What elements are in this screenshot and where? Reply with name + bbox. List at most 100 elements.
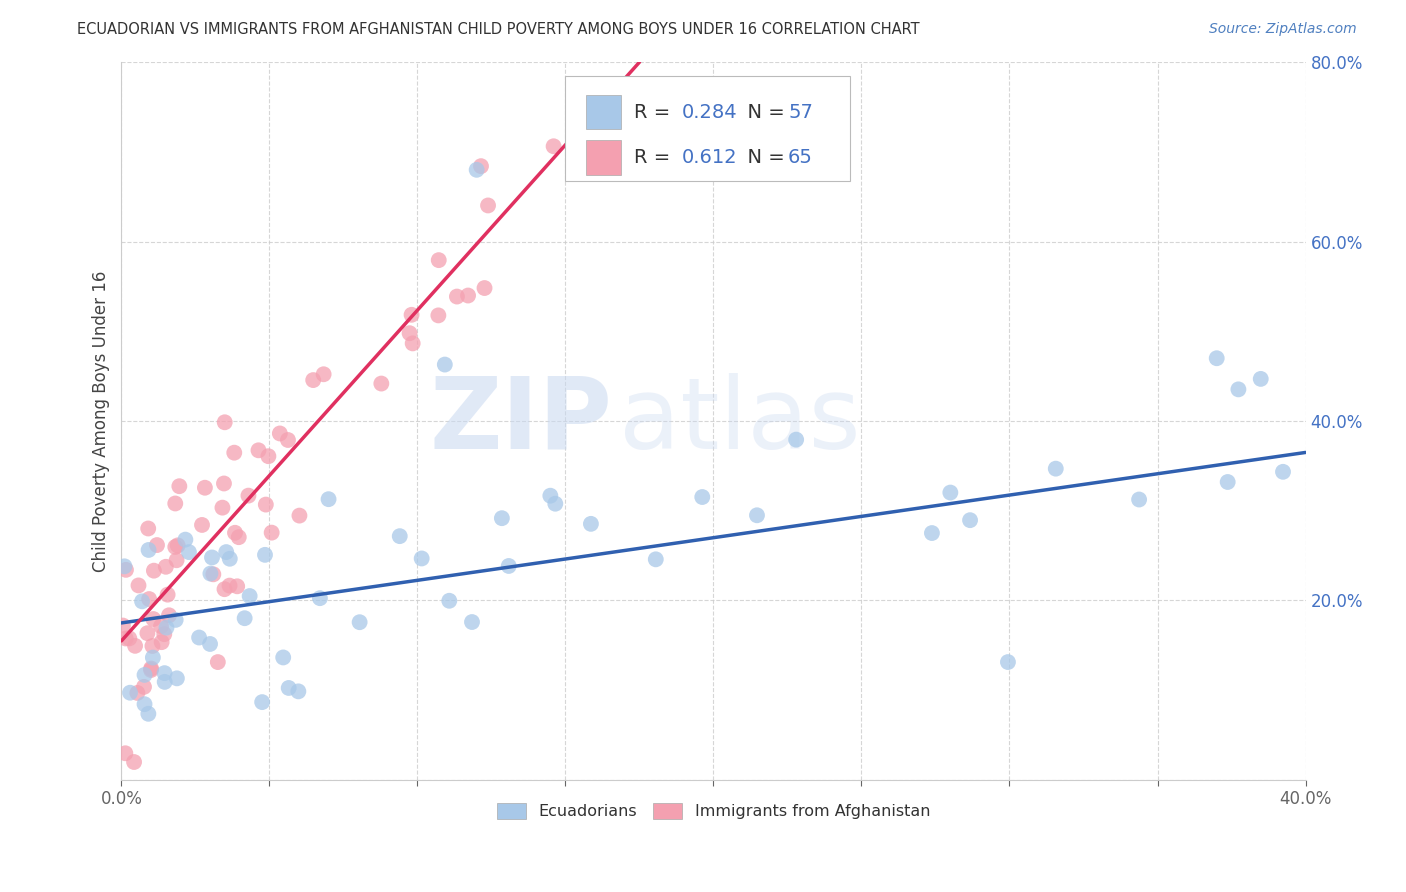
Point <box>218 551 240 566</box>
Point <box>194 481 217 495</box>
Point <box>150 635 173 649</box>
Point <box>212 476 235 491</box>
Point <box>1272 465 1295 479</box>
Point <box>446 289 468 303</box>
Point <box>141 639 163 653</box>
Point <box>474 281 496 295</box>
Point <box>959 513 981 527</box>
Point <box>114 559 136 574</box>
Point <box>153 674 176 689</box>
Point <box>214 582 236 597</box>
Point <box>155 621 177 635</box>
Point <box>1205 351 1227 366</box>
Point <box>134 668 156 682</box>
Point <box>228 530 250 544</box>
Point <box>411 551 433 566</box>
Point <box>150 619 173 633</box>
Point <box>312 368 335 382</box>
Point <box>122 755 145 769</box>
Point <box>138 706 160 721</box>
Point <box>142 650 165 665</box>
Point <box>427 253 450 268</box>
Text: N =: N = <box>735 103 790 121</box>
Point <box>169 479 191 493</box>
Point <box>146 538 169 552</box>
Point <box>457 288 479 302</box>
Point <box>370 376 392 391</box>
Point <box>785 433 807 447</box>
Point <box>134 697 156 711</box>
Point <box>155 559 177 574</box>
Point <box>247 443 270 458</box>
Point <box>269 426 291 441</box>
Point <box>139 663 162 677</box>
Point <box>139 661 162 675</box>
Point <box>271 650 294 665</box>
Point <box>211 500 233 515</box>
Point <box>233 611 256 625</box>
Point <box>188 631 211 645</box>
Point <box>644 552 666 566</box>
Point <box>153 627 176 641</box>
Point <box>939 485 962 500</box>
FancyBboxPatch shape <box>565 77 849 180</box>
Point <box>218 579 240 593</box>
Point <box>142 612 165 626</box>
Point <box>470 159 492 173</box>
Point <box>253 548 276 562</box>
Point <box>136 626 159 640</box>
Text: Source: ZipAtlas.com: Source: ZipAtlas.com <box>1209 22 1357 37</box>
FancyBboxPatch shape <box>586 140 621 175</box>
Point <box>579 516 602 531</box>
Point <box>277 681 299 695</box>
Point <box>127 686 149 700</box>
Point <box>118 632 141 646</box>
Point <box>477 198 499 212</box>
Point <box>124 639 146 653</box>
Point <box>401 308 423 322</box>
FancyBboxPatch shape <box>586 95 621 129</box>
Point <box>177 545 200 559</box>
Point <box>156 588 179 602</box>
Text: 0.284: 0.284 <box>682 103 737 121</box>
Point <box>138 592 160 607</box>
Point <box>745 508 768 523</box>
Point <box>254 498 277 512</box>
Point <box>1216 475 1239 489</box>
Text: atlas: atlas <box>619 373 860 469</box>
Point <box>166 538 188 552</box>
Point <box>250 695 273 709</box>
Point <box>402 336 425 351</box>
Text: ECUADORIAN VS IMMIGRANTS FROM AFGHANISTAN CHILD POVERTY AMONG BOYS UNDER 16 CORR: ECUADORIAN VS IMMIGRANTS FROM AFGHANISTA… <box>77 22 920 37</box>
Legend: Ecuadorians, Immigrants from Afghanistan: Ecuadorians, Immigrants from Afghanistan <box>491 797 936 826</box>
Point <box>302 373 325 387</box>
Point <box>202 567 225 582</box>
Point <box>153 666 176 681</box>
Point <box>132 680 155 694</box>
Point <box>538 489 561 503</box>
Point <box>214 415 236 429</box>
Point <box>166 671 188 685</box>
Point <box>309 591 332 606</box>
Point <box>287 684 309 698</box>
Point <box>997 655 1019 669</box>
Point <box>427 309 450 323</box>
Point <box>690 490 713 504</box>
Point <box>118 686 141 700</box>
Point <box>165 540 187 554</box>
Point <box>157 608 180 623</box>
Point <box>543 139 565 153</box>
Point <box>318 492 340 507</box>
Text: 0.612: 0.612 <box>682 148 737 167</box>
Point <box>498 559 520 574</box>
Point <box>114 746 136 760</box>
Point <box>226 579 249 593</box>
Text: ZIP: ZIP <box>430 373 613 469</box>
Point <box>215 545 238 559</box>
Text: R =: R = <box>634 148 676 167</box>
Text: R =: R = <box>634 103 676 121</box>
Point <box>921 526 943 541</box>
Point <box>260 525 283 540</box>
Point <box>207 655 229 669</box>
Point <box>439 594 461 608</box>
